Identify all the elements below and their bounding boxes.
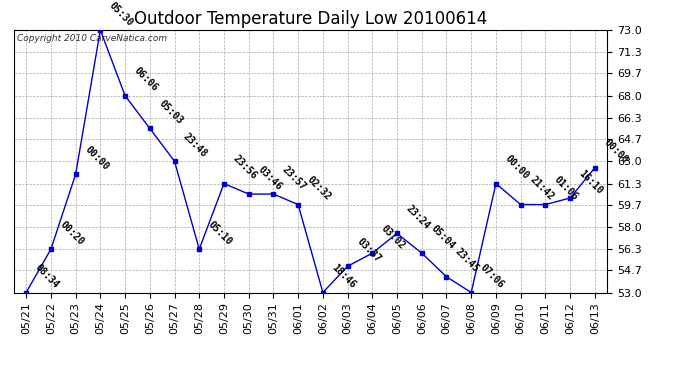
Text: 23:56: 23:56 [231,153,259,182]
Text: 21:42: 21:42 [528,174,555,202]
Text: 05:04: 05:04 [428,223,457,251]
Text: 03:37: 03:37 [355,236,382,264]
Text: 05:10: 05:10 [206,219,234,247]
Text: 05:03: 05:03 [157,98,184,126]
Text: 18:46: 18:46 [330,262,357,290]
Text: 01:06: 01:06 [552,174,580,202]
Text: 00:00: 00:00 [503,153,531,182]
Text: 05:30: 05:30 [107,0,135,28]
Text: 02:32: 02:32 [305,174,333,202]
Text: 00:00: 00:00 [83,144,110,172]
Text: 03:02: 03:02 [380,223,407,251]
Text: 00:00: 00:00 [602,138,629,166]
Title: Outdoor Temperature Daily Low 20100614: Outdoor Temperature Daily Low 20100614 [134,10,487,28]
Text: 07:06: 07:06 [478,262,506,290]
Text: 23:24: 23:24 [404,203,432,231]
Text: 00:20: 00:20 [58,219,86,247]
Text: 23:48: 23:48 [181,131,209,159]
Text: 03:46: 03:46 [255,164,284,192]
Text: 08:34: 08:34 [33,262,61,290]
Text: 06:06: 06:06 [132,66,160,93]
Text: Copyright 2010 CarveNatica.com: Copyright 2010 CarveNatica.com [17,34,167,43]
Text: 23:57: 23:57 [280,164,308,192]
Text: 16:10: 16:10 [577,168,605,196]
Text: 23:45: 23:45 [453,247,481,274]
